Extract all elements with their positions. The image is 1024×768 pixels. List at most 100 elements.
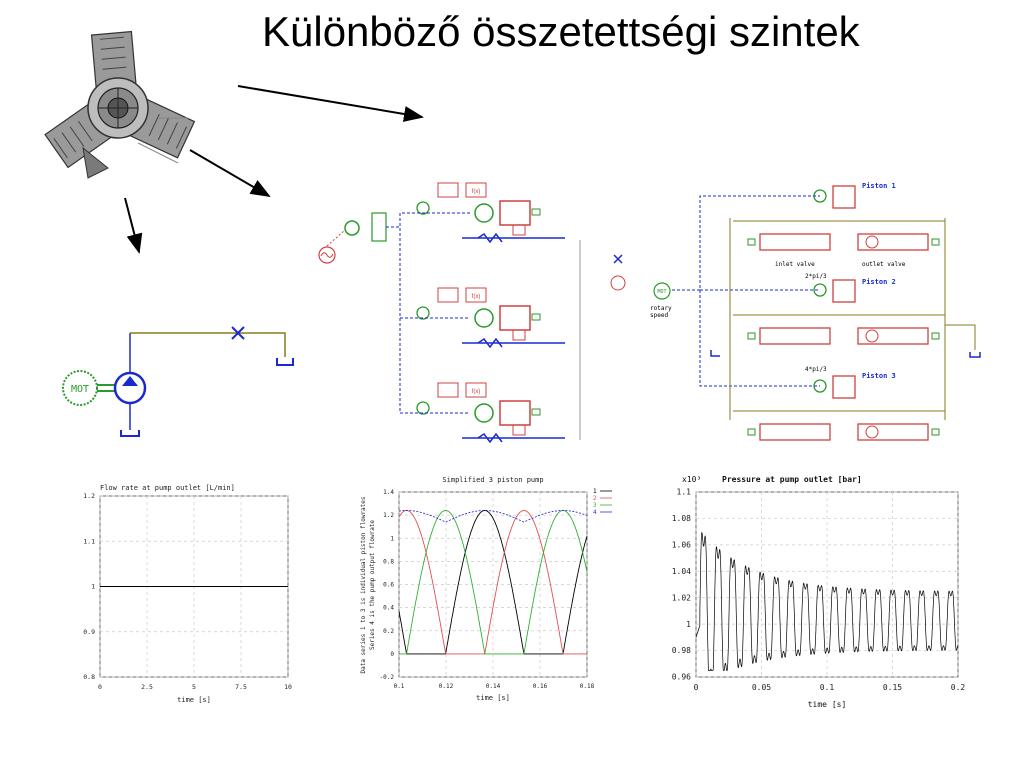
detailed-piston-1-body (832, 185, 856, 209)
detailed-piston-3-outlet-valve (857, 423, 929, 441)
detailed-pump-schematic: Piston 1 Piston 2 Piston 3 inlet valve o… (650, 182, 981, 441)
x-tick-label: 0.15 (883, 683, 902, 692)
detailed-piston-2-outlet-port (931, 332, 940, 340)
detailed-manifold-lines (729, 218, 946, 420)
piston-row-2-motor-icon (416, 306, 430, 320)
detailed-outlet-line (945, 324, 976, 350)
y-tick-label: 1.2 (83, 492, 95, 500)
detailed-piston-1-outlet-ball (865, 235, 879, 249)
piston-row-3-gain-block (437, 382, 459, 398)
y-tick-label: 1.06 (672, 541, 691, 550)
series-4-line (399, 510, 588, 523)
motor-symbol (62, 370, 98, 406)
x-tick-label: 0 (694, 683, 699, 692)
sine-wave-icon (320, 252, 334, 258)
piston-row-2-function-block (465, 287, 487, 303)
detailed-piston-1-outlet-valve (857, 233, 929, 251)
piston-row-2-spring-icon (477, 337, 503, 349)
piston-row-2-chamber-block (512, 329, 526, 341)
series-3-line (399, 510, 588, 655)
detailed-piston-1-outlet-port (931, 238, 940, 246)
arrow-to-simple (124, 197, 143, 254)
arrow-to-detailed (237, 85, 424, 122)
piston-row-2-link-line (386, 226, 470, 319)
y-tick-label: 0.8 (383, 558, 394, 565)
piston-row-3-piston-body (499, 400, 531, 426)
x-tick-label: 0.12 (439, 683, 454, 690)
chart-pressure: 0 0.05 0.1 0.15 0.2 0.96 0.98 1 1.02 1.04 1.06 1.08… (672, 475, 966, 709)
piston-row-2-gain-block (437, 287, 459, 303)
piston-row-1-chamber-block (512, 224, 526, 236)
y-tick-label: 1.1 (83, 537, 95, 545)
y-tick-label: 0.4 (383, 605, 394, 612)
piston-row-3-link-line (386, 226, 470, 414)
legend-entry-3: 3 (593, 502, 597, 509)
legend-entry-1: 1 (593, 488, 597, 495)
inlet-valve-label: inlet valve (775, 261, 815, 268)
detailed-drive-lines (672, 195, 820, 387)
piston-row-1-crank-icon (474, 203, 494, 223)
x-tick-label: 10 (284, 683, 292, 691)
piston-row-3-sensor-block (531, 408, 541, 416)
piston-row-1-piston-body (499, 200, 531, 226)
x-axis-label: time [s] (177, 696, 211, 704)
legend-entry-2: 2 (593, 495, 597, 502)
y-tick-label: 1 (686, 620, 691, 629)
y-axis-label: Series 4 is the pump output flowrate (369, 520, 376, 650)
piston-row-3-function-label: f(x) (472, 389, 481, 395)
x-tick-label: 0 (98, 683, 102, 691)
y-tick-label: 1.4 (383, 489, 394, 496)
y-tick-label: 1.08 (672, 514, 691, 523)
detailed-piston-3-outlet-port (931, 428, 940, 436)
chart-title: Pressure at pump outlet [bar] (722, 475, 862, 484)
x-tick-label: 5 (192, 683, 196, 691)
detailed-piston-2-outlet-ball (865, 329, 879, 343)
y-tick-label: 1.02 (672, 593, 691, 602)
y-tick-label: 0.96 (672, 673, 691, 682)
piston-row-3-chamber-block (512, 424, 526, 436)
outlet-valve-label: outlet valve (862, 261, 906, 268)
chart-three-piston: 0.1 0.12 0.14 0.16 0.18 -0.2 0 0.2 0.4 0.6 0.8 1 1.2… (360, 476, 612, 702)
simple-pump-schematic: MOT (62, 326, 294, 437)
outlet-orifice-icon (613, 254, 623, 264)
y-tick-label: 1.2 (383, 512, 394, 519)
detailed-tank-icon (710, 350, 720, 357)
piston-row-2-sensor-block (531, 313, 541, 321)
medium-pump-schematic: f(x) f(x) f(x) (318, 182, 626, 444)
piston-row-1-motor-icon (416, 201, 430, 215)
chart-title: Simplified 3 piston pump (442, 476, 543, 484)
x-tick-label: 0.18 (580, 683, 595, 690)
piston-row-2-crank-icon (474, 308, 494, 328)
piston-row-3-spring-icon (477, 432, 503, 444)
pump-cutaway-drawing (44, 30, 196, 179)
chart-title: Flow rate at pump outlet [L/min] (100, 484, 235, 492)
piston-row-2-function-label: f(x) (472, 294, 481, 300)
y-axis-label: Data series 1 to 3 is individual piston … (360, 496, 367, 673)
x-tick-label: 0.1 (394, 683, 405, 690)
y-tick-label: 1 (91, 583, 95, 591)
detailed-piston-3-inlet-port (747, 428, 756, 436)
phase2-label: 2*pi/3 (805, 273, 827, 280)
detailed-piston-2-crank-icon (813, 283, 827, 297)
arrow-to-medium (189, 149, 271, 198)
tank-symbol (120, 430, 140, 437)
x-axis-label: time [s] (808, 700, 847, 709)
detailed-motor-label: MOT (657, 289, 666, 295)
piston-row-1-function-label: f(x) (472, 189, 481, 195)
rotary-label-2: speed (650, 312, 668, 319)
x-tick-label: 2.5 (141, 683, 153, 691)
y-tick-label: 1 (390, 535, 394, 542)
detailed-piston-3-inlet-valve (759, 423, 831, 441)
piston-row-1-gain-block (437, 182, 459, 198)
y-tick-label: 0 (390, 651, 394, 658)
piston3-label: Piston 3 (862, 372, 896, 380)
piston2-label: Piston 2 (862, 278, 896, 286)
motor-icon (344, 220, 360, 236)
detailed-piston-2-inlet-port (747, 332, 756, 340)
signal-source-icon (318, 246, 336, 264)
series-1-line (398, 510, 588, 655)
detailed-piston-1-inlet-port (747, 238, 756, 246)
x-tick-label: 7.5 (235, 683, 247, 691)
y-tick-label: 0.6 (383, 582, 394, 589)
